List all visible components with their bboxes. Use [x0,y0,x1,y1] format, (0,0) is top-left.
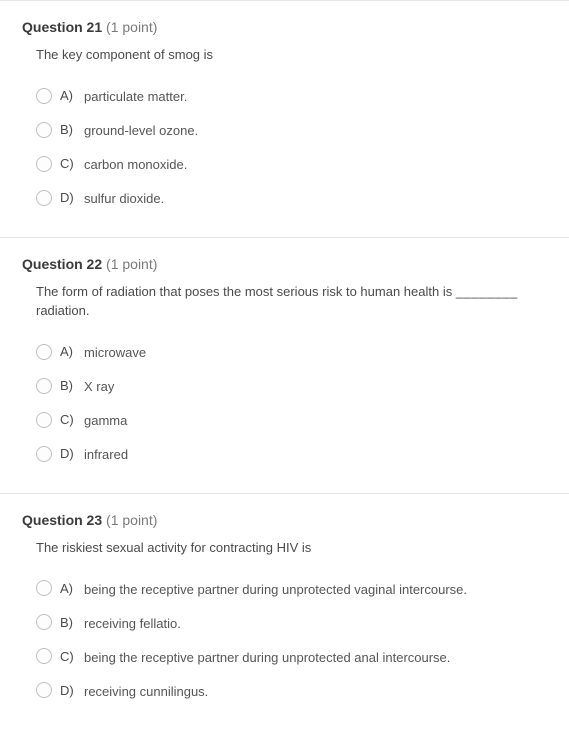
radio-icon[interactable] [36,88,52,104]
question-block-21: Question 21 (1 point) The key component … [0,1,569,237]
radio-icon[interactable] [36,122,52,138]
option-c[interactable]: C) gamma [36,403,547,437]
question-header: Question 22 (1 point) [22,256,547,272]
option-text: receiving fellatio. [84,616,181,631]
options-list: A) microwave B) X ray C) gamma D) infrar… [36,335,547,471]
radio-icon[interactable] [36,614,52,630]
option-text: being the receptive partner during unpro… [84,582,467,597]
option-letter: D) [60,190,76,205]
option-text: infrared [84,447,128,462]
question-number: Question 21 [22,19,102,35]
option-text: being the receptive partner during unpro… [84,650,450,665]
option-text: sulfur dioxide. [84,191,164,206]
option-text: receiving cunnilingus. [84,684,208,699]
question-header: Question 21 (1 point) [22,19,547,35]
option-letter: A) [60,88,76,103]
question-prompt: The riskiest sexual activity for contrac… [36,538,547,558]
radio-icon[interactable] [36,580,52,596]
question-block-22: Question 22 (1 point) The form of radiat… [0,238,569,493]
question-header: Question 23 (1 point) [22,512,547,528]
option-d[interactable]: D) infrared [36,437,547,471]
option-letter: C) [60,156,76,171]
option-d[interactable]: D) receiving cunnilingus. [36,673,547,707]
radio-icon[interactable] [36,446,52,462]
prompt-tail: radiation. [36,303,89,318]
option-d[interactable]: D) sulfur dioxide. [36,181,547,215]
option-letter: A) [60,581,76,596]
option-text: gamma [84,413,127,428]
option-b[interactable]: B) receiving fellatio. [36,605,547,639]
option-text: ground-level ozone. [84,123,198,138]
option-text: microwave [84,345,146,360]
radio-icon[interactable] [36,412,52,428]
option-letter: B) [60,615,76,630]
option-text: X ray [84,379,114,394]
option-b[interactable]: B) X ray [36,369,547,403]
question-prompt: The form of radiation that poses the mos… [36,282,547,321]
prompt-text: The form of radiation that poses the mos… [36,284,456,299]
radio-icon[interactable] [36,648,52,664]
option-a[interactable]: A) microwave [36,335,547,369]
option-letter: C) [60,412,76,427]
prompt-text: The riskiest sexual activity for contrac… [36,540,311,555]
option-letter: C) [60,649,76,664]
option-text: carbon monoxide. [84,157,187,172]
prompt-text: The key component of smog is [36,47,213,62]
question-number: Question 22 [22,256,102,272]
option-a[interactable]: A) particulate matter. [36,79,547,113]
option-letter: D) [60,446,76,461]
radio-icon[interactable] [36,344,52,360]
question-points: (1 point) [106,19,157,35]
question-block-23: Question 23 (1 point) The riskiest sexua… [0,494,569,729]
option-letter: A) [60,344,76,359]
option-letter: D) [60,683,76,698]
radio-icon[interactable] [36,682,52,698]
radio-icon[interactable] [36,378,52,394]
option-a[interactable]: A) being the receptive partner during un… [36,571,547,605]
option-c[interactable]: C) being the receptive partner during un… [36,639,547,673]
radio-icon[interactable] [36,190,52,206]
option-letter: B) [60,122,76,137]
option-text: particulate matter. [84,89,187,104]
question-number: Question 23 [22,512,102,528]
blank-line: ________ [456,284,518,299]
radio-icon[interactable] [36,156,52,172]
question-prompt: The key component of smog is [36,45,547,65]
option-c[interactable]: C) carbon monoxide. [36,147,547,181]
option-b[interactable]: B) ground-level ozone. [36,113,547,147]
options-list: A) being the receptive partner during un… [36,571,547,707]
option-letter: B) [60,378,76,393]
question-points: (1 point) [106,256,157,272]
options-list: A) particulate matter. B) ground-level o… [36,79,547,215]
question-points: (1 point) [106,512,157,528]
